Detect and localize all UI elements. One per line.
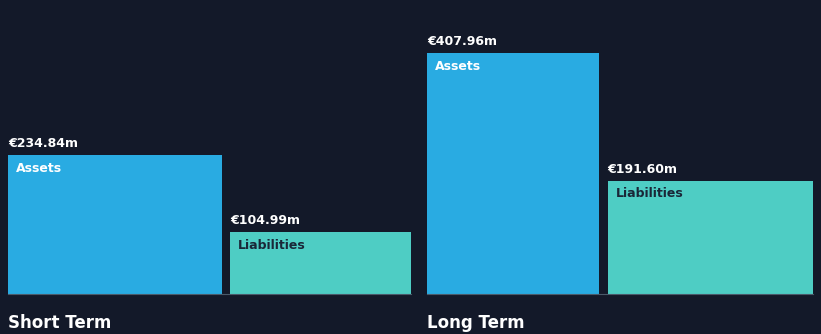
Text: Assets: Assets <box>16 162 62 175</box>
Text: Short Term: Short Term <box>8 314 112 332</box>
Text: Assets: Assets <box>435 60 481 73</box>
Text: Long Term: Long Term <box>427 314 525 332</box>
Text: €407.96m: €407.96m <box>427 35 497 48</box>
Text: €234.84m: €234.84m <box>8 137 78 150</box>
Text: Liabilities: Liabilities <box>238 238 306 252</box>
Text: €104.99m: €104.99m <box>230 214 300 227</box>
Text: €191.60m: €191.60m <box>608 163 677 176</box>
Text: Liabilities: Liabilities <box>616 187 684 200</box>
